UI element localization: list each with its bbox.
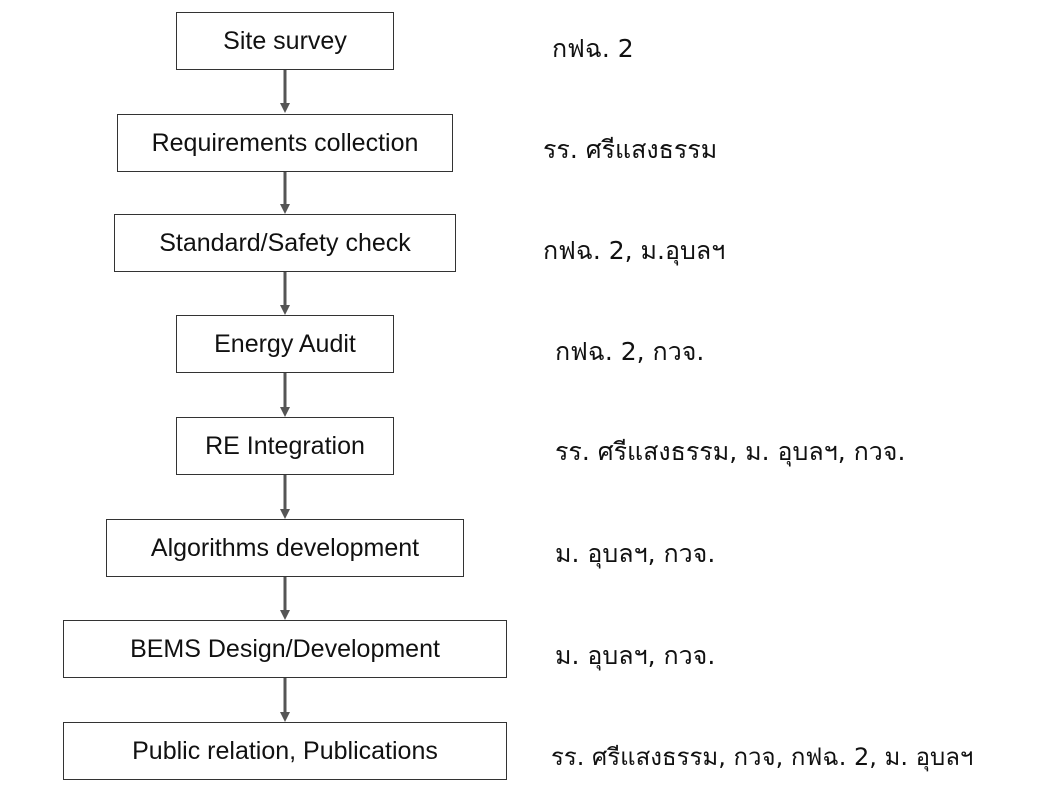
- step-organization: กฟฉ. 2: [552, 34, 634, 63]
- step-label: Requirements collection: [151, 128, 419, 157]
- step-box-public-relation-publications: Public relation, Publications: [63, 722, 507, 780]
- step-box-re-integration: RE Integration: [176, 417, 394, 475]
- step-label: BEMS Design/Development: [130, 634, 440, 663]
- step-box-requirements-collection: Requirements collection: [117, 114, 453, 172]
- step-box-site-survey: Site survey: [176, 12, 394, 70]
- step-organization: รร. ศรีแสงธรรม, กวจ, กฟฉ. 2, ม. อุบลฯ: [551, 743, 974, 771]
- step-organization: ม. อุบลฯ, กวจ.: [555, 641, 716, 670]
- step-label: Site survey: [223, 26, 347, 55]
- step-organization: กฟฉ. 2, กวจ.: [555, 337, 705, 366]
- step-label: Standard/Safety check: [159, 228, 411, 257]
- step-box-bems-design-development: BEMS Design/Development: [63, 620, 507, 678]
- step-organization: รร. ศรีแสงธรรม: [543, 135, 718, 164]
- step-box-algorithms-development: Algorithms development: [106, 519, 464, 577]
- step-box-energy-audit: Energy Audit: [176, 315, 394, 373]
- step-organization: ม. อุบลฯ, กวจ.: [555, 539, 716, 568]
- step-label: Algorithms development: [150, 533, 420, 562]
- step-label: RE Integration: [205, 431, 365, 460]
- step-box-standard-safety-check: Standard/Safety check: [114, 214, 456, 272]
- step-organization: รร. ศรีแสงธรรม, ม. อุบลฯ, กวจ.: [555, 437, 906, 466]
- step-label: Energy Audit: [214, 329, 356, 358]
- step-label: Public relation, Publications: [132, 736, 438, 765]
- step-organization: กฟฉ. 2, ม.อุบลฯ: [543, 236, 726, 265]
